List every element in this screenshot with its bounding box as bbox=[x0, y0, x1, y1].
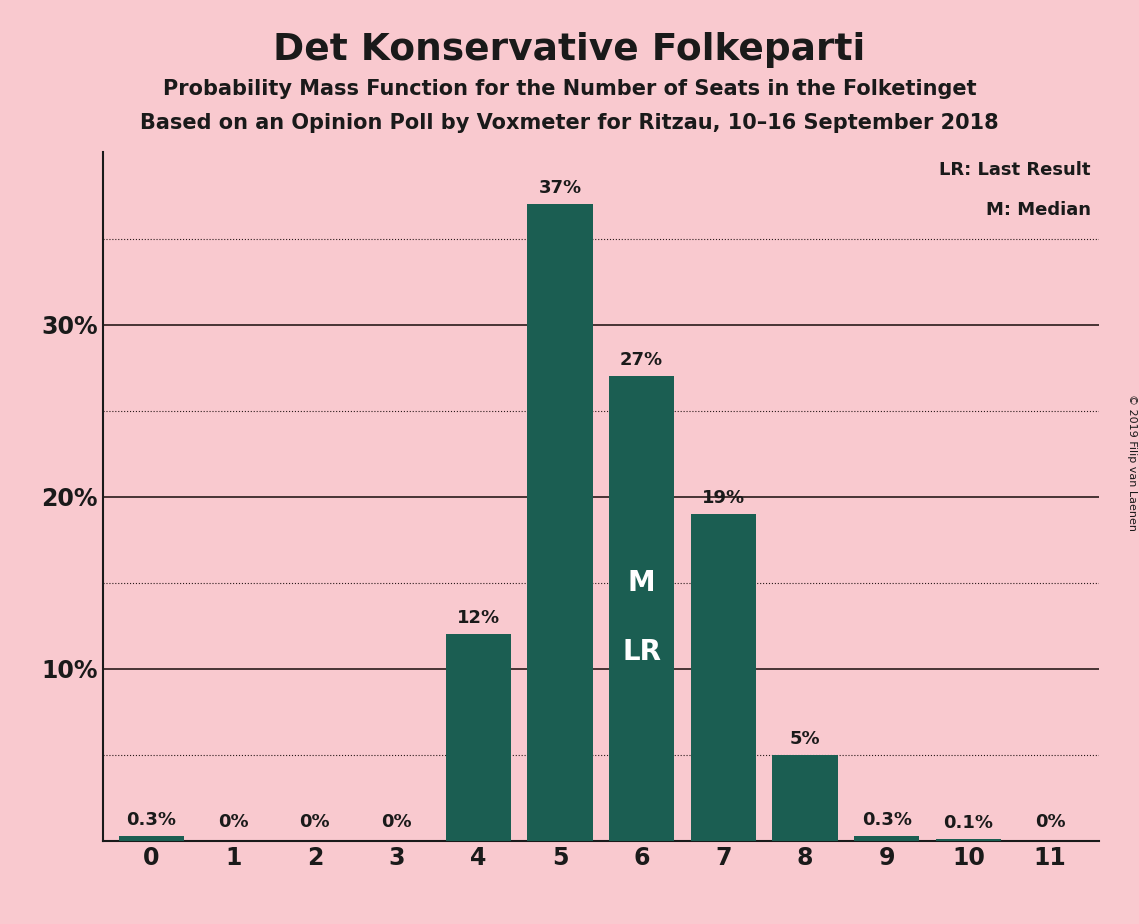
Text: 5%: 5% bbox=[789, 730, 820, 748]
Text: 0%: 0% bbox=[218, 812, 248, 831]
Text: 37%: 37% bbox=[539, 179, 582, 197]
Text: Based on an Opinion Poll by Voxmeter for Ritzau, 10–16 September 2018: Based on an Opinion Poll by Voxmeter for… bbox=[140, 113, 999, 133]
Bar bbox=[445, 634, 511, 841]
Text: © 2019 Filip van Laenen: © 2019 Filip van Laenen bbox=[1126, 394, 1137, 530]
Text: 19%: 19% bbox=[702, 489, 745, 507]
Text: 0.3%: 0.3% bbox=[862, 810, 911, 829]
Bar bbox=[690, 514, 756, 841]
Text: Probability Mass Function for the Number of Seats in the Folketinget: Probability Mass Function for the Number… bbox=[163, 79, 976, 99]
Text: 12%: 12% bbox=[457, 610, 500, 627]
Text: 0.1%: 0.1% bbox=[943, 814, 993, 833]
Bar bbox=[936, 839, 1001, 841]
Text: M: Median: M: Median bbox=[986, 201, 1091, 219]
Bar bbox=[609, 376, 674, 841]
Text: 27%: 27% bbox=[620, 351, 663, 370]
Text: 0.3%: 0.3% bbox=[126, 810, 177, 829]
Text: 0%: 0% bbox=[1035, 812, 1065, 831]
Bar bbox=[118, 835, 185, 841]
Bar bbox=[854, 835, 919, 841]
Text: 0%: 0% bbox=[382, 812, 412, 831]
Bar bbox=[772, 755, 837, 841]
Text: LR: Last Result: LR: Last Result bbox=[940, 161, 1091, 179]
Text: M: M bbox=[628, 568, 655, 597]
Bar bbox=[527, 204, 592, 841]
Text: LR: LR bbox=[622, 638, 661, 665]
Text: 0%: 0% bbox=[300, 812, 330, 831]
Text: Det Konservative Folkeparti: Det Konservative Folkeparti bbox=[273, 32, 866, 68]
